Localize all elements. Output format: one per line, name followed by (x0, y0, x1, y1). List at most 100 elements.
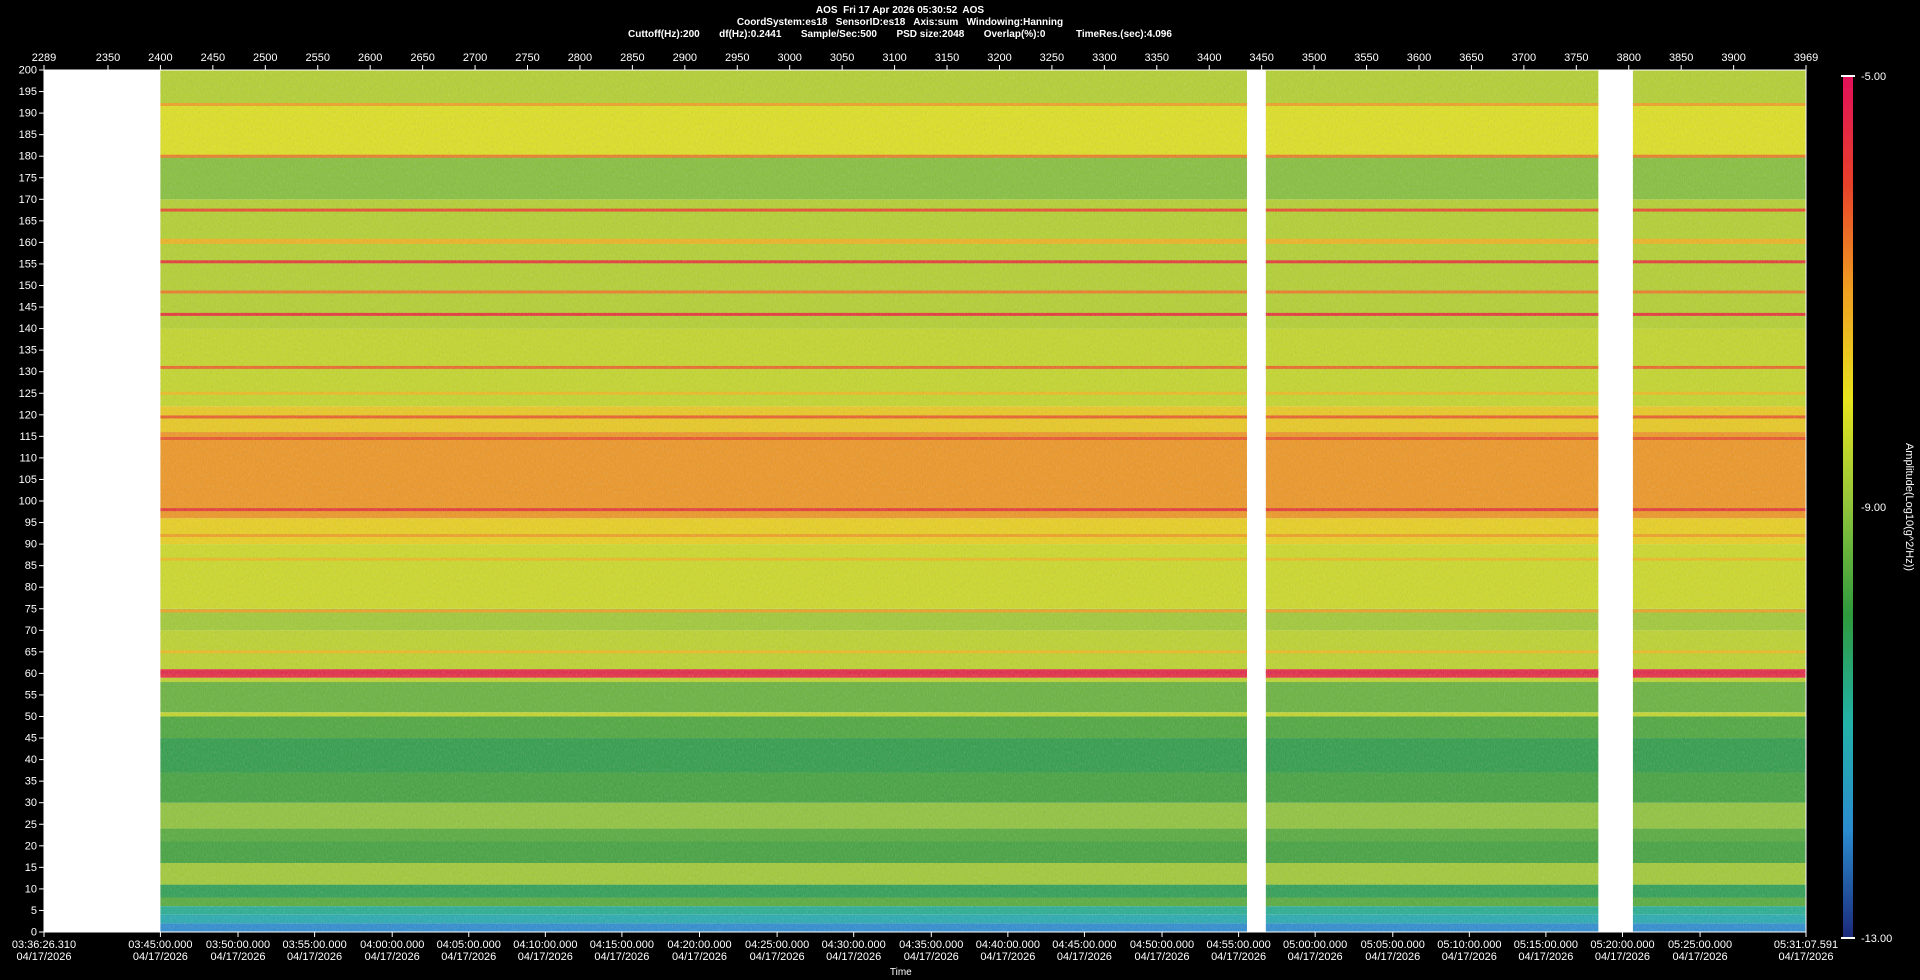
y-tick-label: 0 (31, 927, 37, 939)
top-axis-label: 3900 (1721, 52, 1745, 64)
y-tick-label: 170 (19, 194, 37, 206)
time-tick-label: 04:05:00.000 (437, 939, 501, 951)
top-axis-label: 2450 (201, 52, 225, 64)
time-tick-label: 04:25:00.000 (745, 939, 809, 951)
top-axis-label: 3700 (1512, 52, 1536, 64)
time-tick-label: 05:10:00.000 (1437, 939, 1501, 951)
top-axis-label: 2900 (673, 52, 697, 64)
top-axis-label: 2650 (410, 52, 434, 64)
y-tick-label: 120 (19, 409, 37, 421)
y-tick-label: 150 (19, 280, 37, 292)
top-axis-label: 2500 (253, 52, 277, 64)
y-tick-label: 165 (19, 215, 37, 227)
top-axis-label: 2800 (568, 52, 592, 64)
time-tick-label: 05:15:00.000 (1514, 939, 1578, 951)
date-tick-label: 04/17/2026 (826, 951, 881, 963)
heatmap-texture (1632, 70, 1806, 932)
y-tick-label: 195 (19, 86, 37, 98)
y-tick-label: 20 (25, 840, 37, 852)
colorbar: -5.00 -9.00 -13.00 Amplitude(Log10(g^2/Hz)) (1841, 71, 1915, 945)
top-axis-label: 2600 (358, 52, 382, 64)
time-tick-label: 05:20:00.000 (1590, 939, 1654, 951)
top-axis-label: 3350 (1145, 52, 1169, 64)
chart-subtitle-sensor: CoordSystem:es18 SensorID:es18 Axis:sum … (736, 17, 1064, 28)
time-tick-label: 04:20:00.000 (667, 939, 731, 951)
y-tick-label: 45 (25, 733, 37, 745)
colorbar-scale (1843, 76, 1853, 938)
axes: 2001951901851801751701651601551501451401… (12, 52, 1838, 978)
top-axis-label: 2550 (305, 52, 329, 64)
time-tick-label: 04:15:00.000 (590, 939, 654, 951)
y-tick-label: 65 (25, 646, 37, 658)
top-axis-label: 3200 (987, 52, 1011, 64)
y-tick-label: 115 (19, 431, 37, 443)
data-segment (160, 70, 1247, 932)
data-segment (1265, 70, 1599, 932)
top-axis-label: 3300 (1092, 52, 1116, 64)
heatmap (160, 70, 1806, 932)
chart-title: AOS Fri 17 Apr 2026 05:30:52 AOS (815, 5, 985, 16)
top-axis-label: 3550 (1354, 52, 1378, 64)
time-tick-label: 03:55:00.000 (282, 939, 346, 951)
top-axis-label: 3050 (830, 52, 854, 64)
data-segment (1632, 70, 1806, 932)
y-tick-label: 100 (19, 496, 37, 508)
heatmap-texture (1265, 70, 1599, 932)
date-tick-label: 04/17/2026 (365, 951, 420, 963)
y-tick-label: 70 (25, 625, 37, 637)
y-tick-label: 95 (25, 517, 37, 529)
y-tick-label: 140 (19, 323, 37, 335)
top-axis-label: 3150 (935, 52, 959, 64)
date-tick-label: 04/17/2026 (594, 951, 649, 963)
chart-subtitle-params: Cuttoff(Hz):200 df(Hz):0.2441 Sample/Sec… (628, 29, 1172, 40)
y-tick-label: 135 (19, 345, 37, 357)
time-tick-label: 04:10:00.000 (513, 939, 577, 951)
colorbar-title: Amplitude(Log10(g^2/Hz)) (1903, 443, 1915, 571)
top-axis-label: 3650 (1459, 52, 1483, 64)
y-tick-label: 50 (25, 711, 37, 723)
y-tick-label: 200 (19, 65, 37, 77)
top-axis-label: 3750 (1564, 52, 1588, 64)
date-tick-label: 04/17/2026 (750, 951, 805, 963)
y-tick-label: 35 (25, 776, 37, 788)
y-tick-label: 60 (25, 668, 37, 680)
y-tick-label: 180 (19, 151, 37, 163)
y-tick-label: 15 (25, 862, 37, 874)
colorbar-tick-label: -5.00 (1861, 71, 1886, 83)
time-tick-label: 03:45:00.000 (128, 939, 192, 951)
time-tick-label: 05:00:00.000 (1283, 939, 1347, 951)
date-tick-label: 04/17/2026 (1595, 951, 1650, 963)
y-tick-label: 190 (19, 108, 37, 120)
time-tick-label: 04:50:00.000 (1130, 939, 1194, 951)
top-axis-label: 3800 (1617, 52, 1641, 64)
time-tick-label: 05:25:00.000 (1668, 939, 1732, 951)
date-tick-label: 04/17/2026 (904, 951, 959, 963)
y-tick-label: 125 (19, 388, 37, 400)
top-axis-label: 3850 (1669, 52, 1693, 64)
time-tick-label: 04:45:00.000 (1052, 939, 1116, 951)
date-tick-label: 04/17/2026 (287, 951, 342, 963)
date-tick-label: 04/17/2026 (518, 951, 573, 963)
top-axis-label: 3100 (882, 52, 906, 64)
y-tick-label: 145 (19, 302, 37, 314)
date-tick-label: 04/17/2026 (672, 951, 727, 963)
y-tick-label: 25 (25, 819, 37, 831)
time-tick-label: 04:00:00.000 (360, 939, 424, 951)
time-tick-label: 04:55:00.000 (1206, 939, 1270, 951)
x-axis-title: Time (890, 967, 912, 978)
time-tick-label: 03:50:00.000 (206, 939, 270, 951)
date-tick-label: 04/17/2026 (1288, 951, 1343, 963)
y-tick-label: 10 (25, 883, 37, 895)
time-tick-label: 05:31:07.591 (1774, 939, 1838, 951)
y-tick-label: 80 (25, 582, 37, 594)
y-tick-label: 175 (19, 172, 37, 184)
top-axis-label: 3450 (1249, 52, 1273, 64)
top-axis-label: 2350 (96, 52, 120, 64)
top-axis-label: 3600 (1407, 52, 1431, 64)
time-tick-label: 04:35:00.000 (899, 939, 963, 951)
y-tick-label: 130 (19, 366, 37, 378)
top-axis-label: 3000 (777, 52, 801, 64)
top-axis-label: 2700 (463, 52, 487, 64)
time-tick-label: 04:40:00.000 (976, 939, 1040, 951)
